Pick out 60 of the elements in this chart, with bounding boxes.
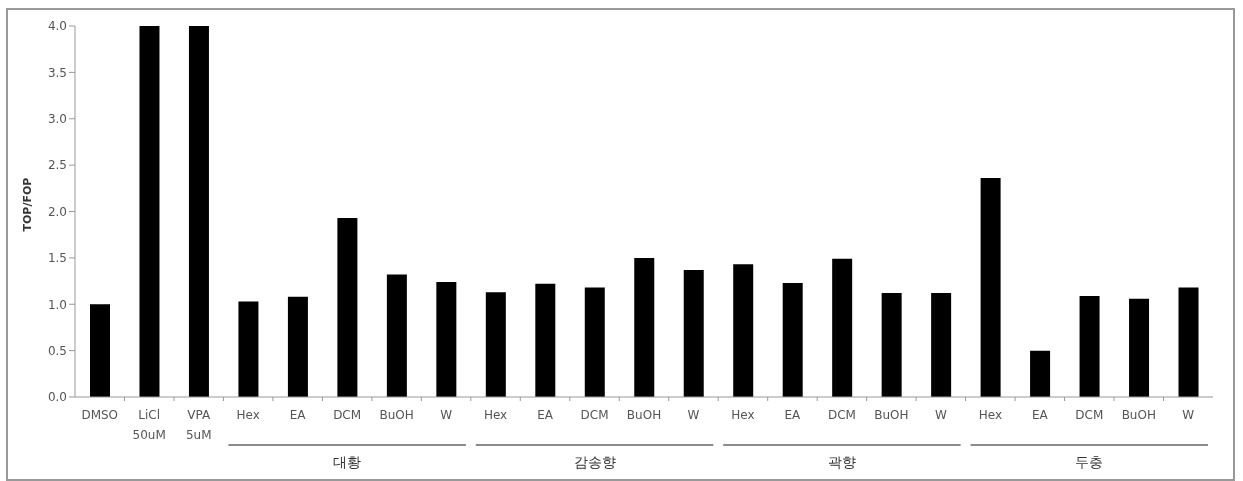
x-tick-label: BuOH — [626, 408, 662, 422]
bar — [238, 301, 259, 397]
x-tick-label: Hex — [483, 408, 508, 422]
text: 감송향 — [573, 454, 616, 470]
bar — [337, 217, 358, 397]
y-tick-label: 1.0 — [47, 297, 67, 312]
x-tick-label: BuOH — [874, 408, 909, 422]
bar — [782, 282, 803, 397]
x-tick-label: DCM — [580, 408, 609, 422]
bar — [683, 269, 704, 397]
x-tick-label: DMSO — [81, 408, 119, 422]
bar — [1030, 350, 1051, 397]
x-tick-label: EA — [289, 408, 307, 422]
x-tick-label: BuOH — [379, 408, 414, 422]
y-tick-label: 2.5 — [47, 158, 67, 173]
bar — [881, 293, 902, 397]
x-tick-label: DCM — [1075, 408, 1104, 422]
x-tick-label: W — [1182, 408, 1195, 422]
x-tick-label: VPA 5uM — [185, 408, 212, 442]
bar — [584, 287, 605, 397]
bar — [1129, 298, 1150, 397]
bar — [436, 281, 457, 397]
x-tick-label: EA — [784, 408, 802, 422]
x-tick-label: EA — [1031, 408, 1049, 422]
text: 두충 — [1075, 454, 1104, 470]
bar — [832, 258, 853, 397]
bar — [1079, 295, 1100, 397]
y-tick-label: 1.5 — [47, 251, 67, 266]
bar — [287, 296, 308, 397]
bar — [634, 257, 655, 397]
x-tick-label: W — [687, 408, 700, 422]
bar — [485, 292, 506, 397]
text: 곽향 — [827, 454, 856, 470]
x-tick-label: W — [440, 408, 453, 422]
y-tick-label: 3.5 — [47, 65, 67, 80]
y-tick-label: 3.0 — [47, 112, 67, 127]
y-tick-label: 4.0 — [47, 19, 67, 34]
text: 대황 — [333, 454, 362, 470]
y-axis-title: TOP/FOP — [20, 177, 34, 232]
x-tick-label: Hex — [978, 408, 1002, 422]
x-tick-label: Hex — [236, 408, 260, 422]
x-tick-label: DCM — [333, 408, 362, 422]
bar — [386, 274, 407, 397]
x-tick-label: BuOH — [1121, 408, 1156, 422]
bar — [931, 293, 952, 397]
y-tick-label: 0.0 — [47, 390, 67, 405]
bar — [980, 178, 1001, 397]
bar — [188, 26, 209, 397]
x-tick-label: LiCl 50uM — [132, 408, 166, 442]
y-tick-label: 2.0 — [47, 204, 67, 219]
bar — [535, 283, 556, 397]
bar — [90, 304, 110, 397]
x-tick-label: DCM — [827, 408, 856, 422]
y-tick-label: 0.5 — [47, 343, 67, 358]
x-tick-label: Hex — [731, 408, 755, 422]
bar — [1178, 287, 1199, 397]
bar — [139, 26, 160, 397]
x-tick-label: EA — [537, 408, 554, 422]
bar — [733, 264, 754, 397]
x-tick-label: W — [934, 408, 947, 422]
